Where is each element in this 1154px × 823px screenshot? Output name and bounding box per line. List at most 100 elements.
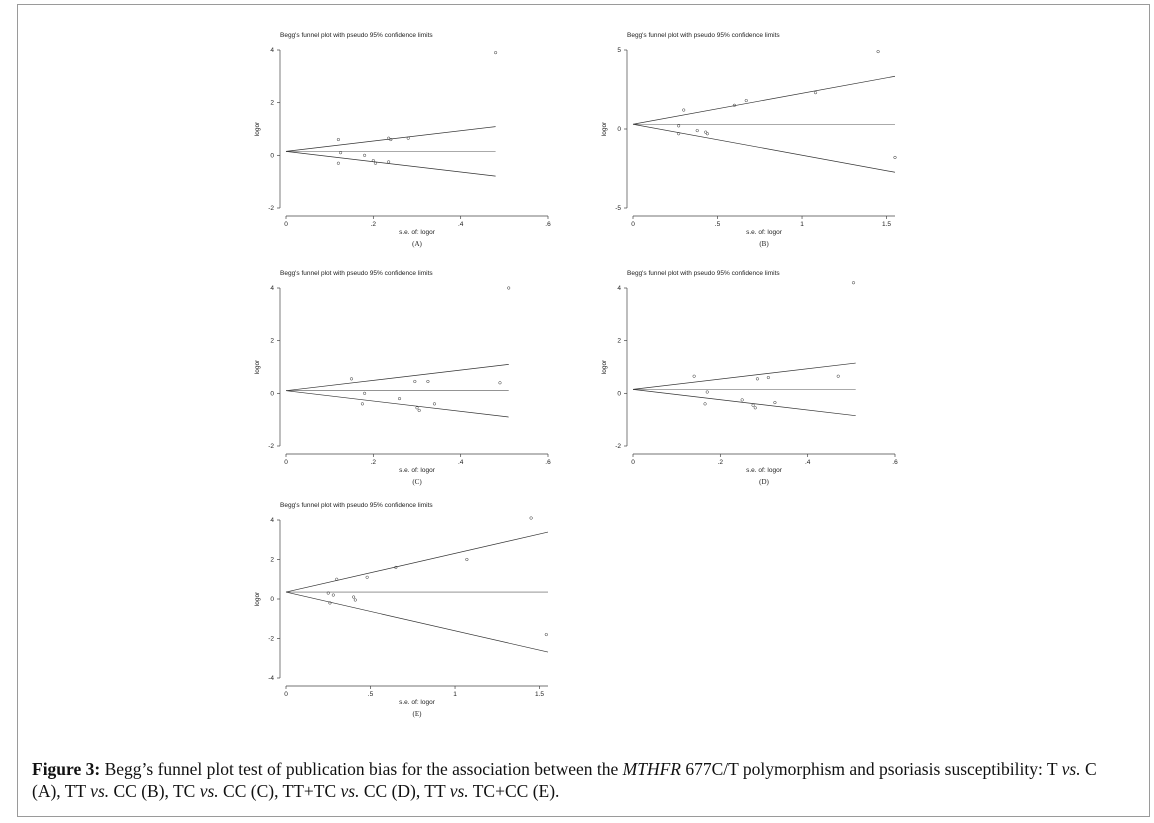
study-point	[704, 130, 708, 134]
caption-text-4: CC (B), TC	[109, 781, 200, 801]
y-tick-label: 4	[270, 517, 274, 524]
caption-text-7: TC+CC (E).	[468, 781, 560, 801]
study-point	[371, 159, 375, 163]
study-point	[682, 108, 686, 112]
study-point	[876, 50, 880, 54]
x-tick-label: .4	[458, 221, 464, 228]
study-point	[705, 390, 709, 394]
y-tick-label: 0	[617, 126, 621, 133]
caption-text-1: Begg’s funnel plot test of publication b…	[100, 759, 623, 779]
panel-label: (C)	[412, 478, 422, 486]
panel-label: (B)	[759, 240, 769, 248]
lower-confidence-limit	[285, 151, 496, 177]
study-point	[336, 161, 340, 165]
funnel-plot-b-svg: Begg's funnel plot with pseudo 95% confi…	[601, 32, 897, 248]
plot-title: Begg's funnel plot with pseudo 95% confi…	[280, 32, 433, 39]
y-tick-label: 2	[270, 557, 274, 564]
funnel-plot-c-svg: Begg's funnel plot with pseudo 95% confi…	[254, 270, 551, 486]
lower-confidence-limit	[632, 389, 856, 417]
study-point	[387, 160, 391, 164]
study-point	[373, 161, 378, 165]
y-tick-label: 0	[270, 596, 274, 603]
study-point	[389, 137, 393, 142]
x-tick-label: .4	[805, 459, 811, 466]
y-tick-label: 4	[270, 285, 274, 292]
x-tick-label: .6	[545, 221, 551, 228]
plot-title: Begg's funnel plot with pseudo 95% confi…	[627, 32, 780, 39]
study-point	[703, 402, 707, 406]
x-tick-label: 0	[284, 221, 288, 228]
study-point	[465, 557, 469, 562]
y-axis-label: logor	[254, 359, 261, 374]
y-axis-label: logor	[254, 121, 261, 136]
y-tick-label: 0	[617, 390, 621, 397]
figure-frame	[17, 4, 1150, 817]
caption-label: Figure 3:	[32, 759, 101, 779]
study-point	[328, 601, 332, 605]
y-tick-label: -2	[615, 443, 621, 450]
study-point	[544, 633, 548, 637]
plot-title: Begg's funnel plot with pseudo 95% confi…	[280, 502, 433, 509]
x-axis-label: s.e. of: logor	[399, 229, 436, 236]
funnel-plot-e-svg: Begg's funnel plot with pseudo 95% confi…	[254, 502, 549, 718]
funnel-plot-b: Begg's funnel plot with pseudo 95% confi…	[597, 28, 917, 253]
study-point	[363, 153, 367, 157]
study-point	[432, 402, 437, 406]
x-tick-label: 0	[284, 459, 288, 466]
study-point	[353, 598, 357, 602]
study-point	[363, 391, 367, 395]
x-tick-label: .6	[892, 459, 898, 466]
x-tick-label: .5	[715, 221, 721, 228]
y-tick-label: 0	[270, 390, 274, 397]
lower-confidence-limit	[632, 123, 896, 173]
x-tick-label: .2	[371, 221, 377, 228]
study-point	[417, 408, 421, 412]
study-point	[413, 379, 417, 384]
y-tick-label: 4	[617, 285, 621, 292]
upper-confidence-limit	[285, 126, 496, 152]
study-point	[339, 151, 343, 155]
caption-text-2: 677C/T polymorphism and psoriasis suscep…	[681, 759, 1062, 779]
funnel-plot-d: Begg's funnel plot with pseudo 95% confi…	[597, 266, 917, 491]
study-point	[507, 286, 511, 290]
x-tick-label: 0	[631, 459, 635, 466]
study-point	[695, 129, 699, 133]
study-point	[394, 565, 398, 569]
x-tick-label: 1	[453, 691, 457, 698]
funnel-plot-d-svg: Begg's funnel plot with pseudo 95% confi…	[601, 270, 898, 486]
study-point	[732, 103, 736, 107]
y-tick-label: 2	[617, 338, 621, 345]
y-tick-label: 2	[270, 100, 274, 107]
study-point	[387, 136, 391, 140]
study-point	[677, 132, 681, 136]
x-axis-label: s.e. of: logor	[399, 699, 436, 706]
x-axis-label: s.e. of: logor	[399, 467, 436, 474]
y-tick-label: -4	[268, 675, 274, 682]
x-tick-label: 1.5	[535, 691, 544, 698]
upper-confidence-limit	[632, 75, 896, 125]
y-axis-label: logor	[601, 121, 608, 136]
y-axis-label: logor	[601, 359, 608, 374]
caption-text-6: CC (D), TT	[359, 781, 450, 801]
study-point	[692, 374, 696, 378]
plot-title: Begg's funnel plot with pseudo 95% confi…	[280, 270, 433, 277]
study-point	[335, 577, 339, 581]
x-tick-label: .6	[545, 459, 551, 466]
lower-confidence-limit	[285, 390, 509, 418]
caption-vs-5: vs.	[449, 781, 469, 801]
study-point	[851, 281, 856, 285]
caption-vs-1: vs.	[1061, 759, 1081, 779]
plot-title: Begg's funnel plot with pseudo 95% confi…	[627, 270, 780, 277]
upper-confidence-limit	[632, 362, 856, 390]
study-point	[494, 51, 498, 55]
study-point	[814, 91, 818, 95]
lower-confidence-limit	[285, 591, 549, 653]
funnel-plot-a: Begg's funnel plot with pseudo 95% confi…	[250, 28, 570, 253]
x-tick-label: .4	[458, 459, 464, 466]
caption-text-3: C (A), TT	[32, 759, 1097, 801]
study-point	[415, 406, 419, 410]
x-tick-label: .2	[718, 459, 724, 466]
study-point	[744, 99, 748, 103]
panel-label: (E)	[413, 710, 423, 718]
study-point	[406, 136, 410, 140]
